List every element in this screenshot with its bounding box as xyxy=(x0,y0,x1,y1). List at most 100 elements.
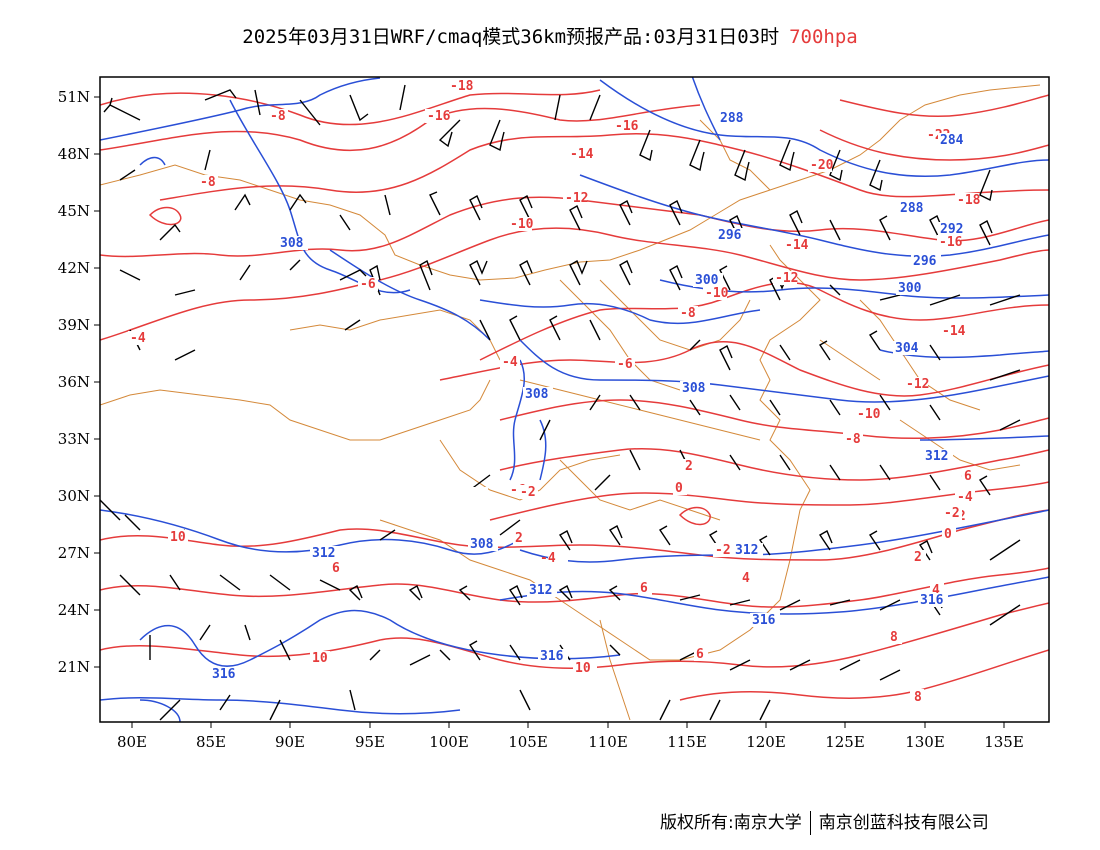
height-label: 316 xyxy=(212,667,236,682)
temp-label: -4 xyxy=(540,551,556,566)
temp-label: -18 xyxy=(957,193,981,208)
temp-label: -4 xyxy=(957,490,973,505)
temp-label: -10 xyxy=(705,286,729,301)
map-frame xyxy=(99,76,1050,723)
lon-label: 85E xyxy=(196,733,226,751)
lat-label: 39N xyxy=(58,316,90,334)
lat-label: 30N xyxy=(58,487,90,505)
height-label: 284 xyxy=(940,133,964,148)
temp-label: -16 xyxy=(939,235,963,250)
height-label: 308 xyxy=(470,537,494,552)
lat-label: 21N xyxy=(58,658,90,676)
height-label: 316 xyxy=(540,649,564,664)
temp-label: -18 xyxy=(450,79,474,94)
footer-divider xyxy=(809,811,811,835)
temp-label: -8 xyxy=(270,109,286,124)
height-label: 296 xyxy=(913,254,937,269)
temp-label: -16 xyxy=(427,109,451,124)
temp-label: -12 xyxy=(565,191,588,206)
height-label: 308 xyxy=(280,236,304,251)
temp-label: -10 xyxy=(857,407,881,422)
temperature-contours xyxy=(100,89,1049,701)
temp-label: -4 xyxy=(130,331,146,346)
height-label: 308 xyxy=(682,381,706,396)
temp-label: 0 xyxy=(944,527,952,542)
height-label: 312 xyxy=(529,583,552,598)
map-title: 2025年03月31日WRF/cmaq模式36km预报产品:03月31日03时 7… xyxy=(0,22,1100,49)
temp-label: 2 xyxy=(685,459,693,474)
height-label: 300 xyxy=(695,273,719,288)
temp-label: 10 xyxy=(575,661,591,676)
temp-label: 6 xyxy=(640,581,648,596)
lon-label: 95E xyxy=(355,733,385,751)
height-label: 316 xyxy=(752,613,776,628)
temp-label: 4 xyxy=(932,583,940,598)
temp-label: -12 xyxy=(775,271,798,286)
lat-label: 36N xyxy=(58,373,90,391)
lat-label: 48N xyxy=(58,145,90,163)
lon-label: 125E xyxy=(825,733,865,751)
height-label: 296 xyxy=(718,228,742,243)
temp-label: 8 xyxy=(890,630,898,645)
temp-label: 4 xyxy=(742,571,750,586)
lon-label: 90E xyxy=(275,733,305,751)
height-label: 288 xyxy=(720,111,744,126)
lat-ticks xyxy=(94,96,100,668)
lon-label: 115E xyxy=(667,733,707,751)
lat-label: 27N xyxy=(58,544,90,562)
height-label: 308 xyxy=(525,387,549,402)
pressure-level: 700hpa xyxy=(789,26,858,48)
temp-label: -6 xyxy=(617,357,633,372)
height-label: 292 xyxy=(940,222,963,237)
temp-label: 10 xyxy=(312,651,328,666)
lon-label: 105E xyxy=(508,733,548,751)
temp-label: -14 xyxy=(785,238,809,253)
temp-label: -12 xyxy=(906,377,929,392)
lat-label: 45N xyxy=(58,202,90,220)
lon-label: 135E xyxy=(984,733,1024,751)
lon-label: 110E xyxy=(588,733,628,751)
temp-label: -4 xyxy=(502,355,518,370)
title-text: 2025年03月31日WRF/cmaq模式36km预报产品:03月31日03时 xyxy=(242,26,780,48)
lon-label: 80E xyxy=(117,733,147,751)
temp-label: 2 xyxy=(515,531,523,546)
lat-label: 42N xyxy=(58,259,90,277)
temp-label: -2 xyxy=(944,506,960,521)
lon-label: 120E xyxy=(746,733,786,751)
copyright-company: 南京创蓝科技有限公司 xyxy=(818,813,989,833)
height-label: 316 xyxy=(920,593,944,608)
temp-label: -10 xyxy=(510,217,534,232)
borders xyxy=(100,84,1041,721)
lat-label: 33N xyxy=(58,430,90,448)
height-label: 304 xyxy=(895,341,919,356)
height-label: 300 xyxy=(898,281,922,296)
temp-label: 8 xyxy=(914,690,922,705)
height-label: 288 xyxy=(900,201,924,216)
height-label: 312 xyxy=(925,449,948,464)
map-contents: -18 -16 -16 -14 -12 -10 -8 -8 -6 -4 -4 -… xyxy=(100,77,1049,722)
temp-label: -2 xyxy=(715,543,731,558)
lon-label: 100E xyxy=(429,733,469,751)
temp-label: -14 xyxy=(570,147,594,162)
height-label: 312 xyxy=(735,543,758,558)
temp-label: 6 xyxy=(964,469,972,484)
temp-label: 2 xyxy=(914,550,922,565)
temp-label: -2 xyxy=(520,485,536,500)
lat-label: 51N xyxy=(58,88,90,106)
temp-label: 10 xyxy=(170,530,186,545)
copyright-owner: 版权所有:南京大学 xyxy=(660,813,802,833)
lat-label: 24N xyxy=(58,601,90,619)
temp-label: -14 xyxy=(942,324,966,339)
lon-label: 130E xyxy=(905,733,945,751)
temp-label: -6 xyxy=(360,277,376,292)
temp-label: -16 xyxy=(615,119,639,134)
temp-label: -8 xyxy=(200,175,216,190)
temp-label: 6 xyxy=(332,561,340,576)
temp-label: -8 xyxy=(680,306,696,321)
lon-ticks xyxy=(131,722,1005,728)
temp-label: -20 xyxy=(810,158,834,173)
temp-label: 0 xyxy=(675,481,683,496)
temp-label: -8 xyxy=(845,432,861,447)
lat-labels: 51N 48N 45N 42N 39N 36N 33N 30N 27N 24N … xyxy=(58,88,90,676)
